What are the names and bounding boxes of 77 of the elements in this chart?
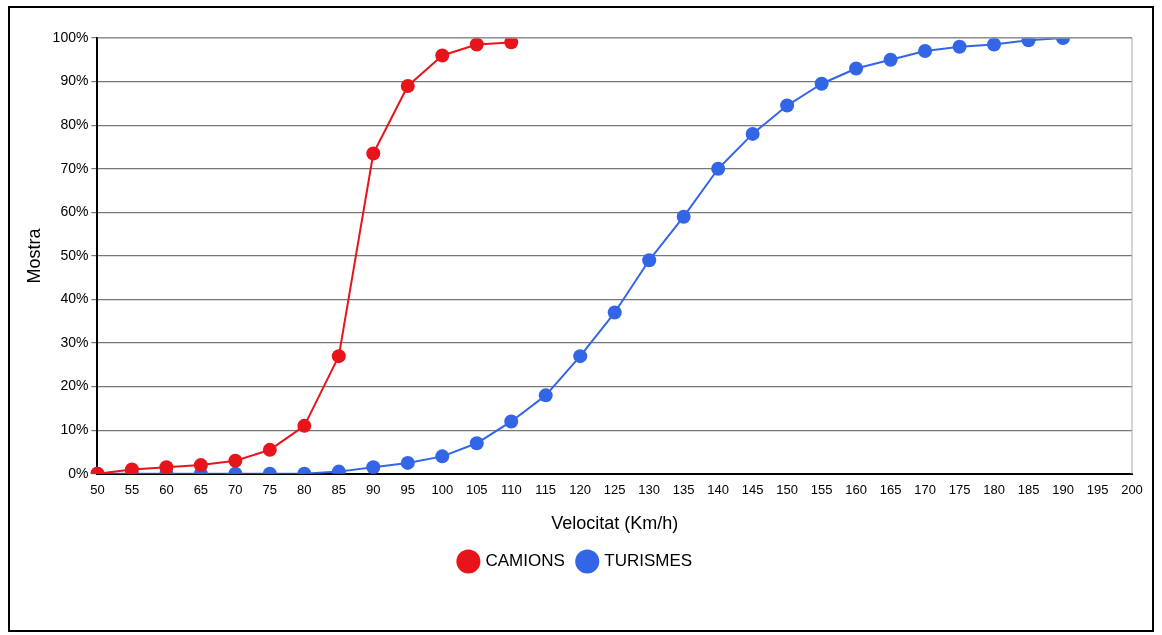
point: [918, 44, 933, 59]
y-tick-label: 50%: [60, 246, 89, 263]
point: [676, 209, 691, 224]
point: [124, 462, 139, 474]
y-tick-label: 40%: [60, 290, 89, 307]
x-tick-label: 135: [672, 482, 695, 498]
point: [366, 460, 381, 474]
x-tick-label: 90: [366, 482, 381, 498]
point: [883, 52, 898, 67]
point: [642, 253, 657, 268]
x-tick-label: 165: [879, 482, 902, 498]
point: [193, 458, 208, 473]
x-axis-title: Velocitat (Km/h): [551, 513, 679, 534]
point: [228, 453, 243, 468]
x-tick-label: 125: [603, 482, 626, 498]
point: [780, 98, 795, 113]
x-tick-label: 180: [983, 482, 1005, 498]
point: [366, 146, 381, 161]
x-tick-label: 130: [638, 482, 661, 498]
point: [435, 449, 450, 464]
x-tick-label: 115: [535, 482, 557, 498]
point: [504, 38, 519, 50]
point: [987, 38, 1002, 52]
x-tick-label: 185: [1017, 482, 1040, 498]
y-tick-label: 70%: [60, 159, 89, 176]
y-tick-label: 80%: [60, 116, 89, 133]
y-axis-title: Mostra: [23, 227, 44, 284]
x-tick-label: 155: [810, 482, 833, 498]
y-tick-label: 100%: [52, 28, 89, 45]
point: [159, 460, 174, 474]
x-tick-label: 195: [1086, 482, 1109, 498]
x-tick-label: 105: [465, 482, 488, 498]
point: [711, 161, 726, 176]
y-tick-label: 90%: [60, 72, 89, 89]
point: [573, 349, 588, 364]
legend-label: CAMIONS: [485, 551, 565, 571]
x-tick-label: 140: [707, 482, 730, 498]
x-tick-label: 85: [331, 482, 347, 498]
x-tick-label: 70: [228, 482, 243, 498]
legend-label: TURISMES: [604, 551, 693, 571]
y-tick-label: 20%: [60, 377, 89, 394]
x-tick-label: 55: [124, 482, 140, 498]
x-tick-label: 190: [1052, 482, 1074, 498]
point: [262, 442, 277, 457]
x-tick-label: 175: [948, 482, 971, 498]
point: [849, 61, 864, 76]
x-tick-label: 80: [297, 482, 312, 498]
point: [952, 39, 967, 54]
point: [538, 388, 553, 403]
x-tick-label: 145: [741, 482, 764, 498]
x-tick-label: 200: [1121, 482, 1143, 498]
x-tick-label: 60: [159, 482, 174, 498]
point: [745, 126, 760, 141]
point: [435, 48, 450, 63]
y-tick-label: 0%: [68, 464, 89, 481]
x-tick-label: 95: [400, 482, 416, 498]
x-tick-label: 75: [262, 482, 278, 498]
point: [814, 76, 829, 91]
x-tick-label: 100: [431, 482, 454, 498]
x-tick-label: 110: [500, 482, 522, 498]
point: [331, 349, 346, 364]
point: [400, 78, 415, 93]
x-tick-label: 120: [569, 482, 592, 498]
point: [297, 418, 312, 433]
y-tick-label: 30%: [60, 333, 89, 350]
y-tick-label: 10%: [60, 421, 89, 438]
x-tick-label: 170: [914, 482, 936, 498]
x-tick-label: 65: [193, 482, 209, 498]
y-tick-label: 60%: [60, 203, 89, 220]
point: [400, 455, 415, 470]
x-tick-label: 50: [90, 482, 105, 498]
x-tick-label: 150: [776, 482, 798, 498]
point: [607, 305, 622, 320]
point: [469, 38, 484, 52]
point: [469, 436, 484, 451]
point: [504, 414, 519, 429]
x-tick-label: 160: [845, 482, 867, 498]
